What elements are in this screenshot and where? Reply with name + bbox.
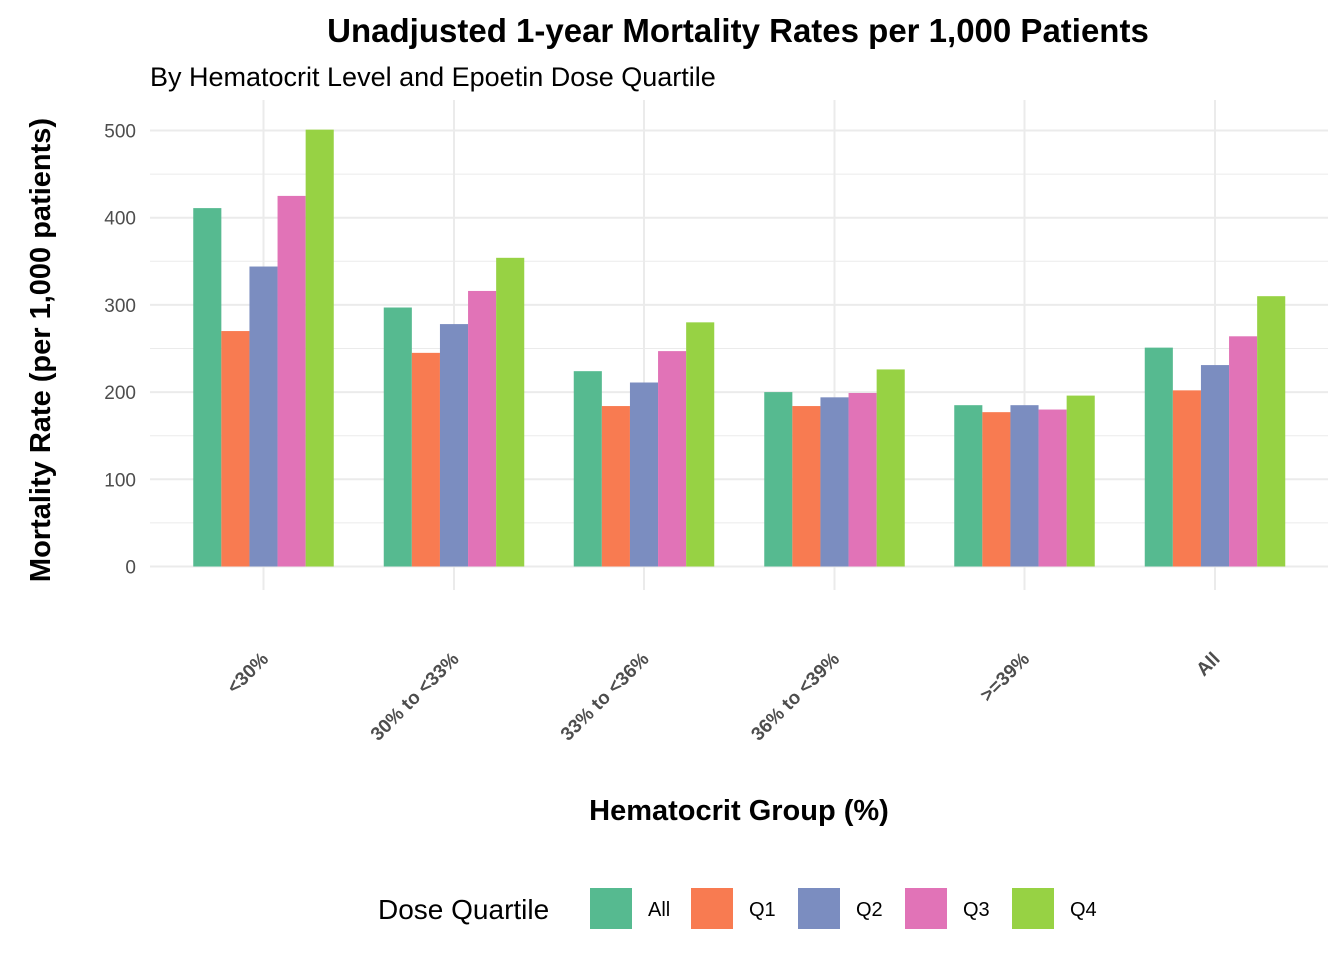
x-axis-ticks: <30% 30% to <33% 33% to <36% 36% to <39% >=3… xyxy=(223,649,1224,746)
y-tick-label: 100 xyxy=(104,470,136,491)
x-tick-label: All xyxy=(1193,649,1225,681)
legend-key-q2 xyxy=(798,888,840,929)
chart-subtitle: By Hematocrit Level and Epoetin Dose Qua… xyxy=(150,62,716,92)
bar-q4 xyxy=(305,129,334,567)
legend-label: All xyxy=(648,899,670,921)
y-tick-label: 400 xyxy=(104,209,136,230)
y-tick-label: 0 xyxy=(125,558,136,579)
y-tick-label: 300 xyxy=(104,296,136,317)
legend-key-all xyxy=(590,888,632,929)
bar-q3 xyxy=(468,290,497,567)
bar-q3 xyxy=(848,392,877,567)
x-tick-label: <30% xyxy=(223,649,273,699)
x-tick-label: 33% to <36% xyxy=(557,649,654,746)
legend-label: Q4 xyxy=(1070,899,1097,921)
bar-all xyxy=(764,392,793,567)
bar-q2 xyxy=(820,397,849,567)
legend-key-q3 xyxy=(905,888,947,929)
bar-q3 xyxy=(658,351,687,567)
bar-q3 xyxy=(1038,409,1067,567)
bar-q1 xyxy=(1172,390,1201,567)
bar-q2 xyxy=(1010,405,1039,567)
bar-q1 xyxy=(982,412,1011,567)
bars xyxy=(193,129,1286,567)
legend: Dose Quartile All Q1 Q2 Q3 Q4 xyxy=(378,888,1097,929)
bar-all xyxy=(954,405,983,567)
bar-q2 xyxy=(629,382,659,567)
y-tick-label: 200 xyxy=(104,383,136,404)
bar-q2 xyxy=(249,266,278,567)
y-axis-title: Mortality Rate (per 1,000 patients) xyxy=(25,118,57,582)
bar-q1 xyxy=(221,331,250,567)
bar-q4 xyxy=(496,257,525,567)
bar-q2 xyxy=(439,324,469,567)
legend-label: Q2 xyxy=(856,899,883,921)
legend-label: Q1 xyxy=(749,899,776,921)
bar-all xyxy=(1144,347,1173,567)
x-tick-label: 30% to <33% xyxy=(367,649,464,746)
bar-all xyxy=(383,307,412,567)
bar-q4 xyxy=(1066,395,1095,567)
x-tick-label: >=39% xyxy=(977,649,1035,707)
x-tick-label: 36% to <39% xyxy=(747,649,844,746)
bar-all xyxy=(573,371,602,567)
x-axis-title: Hematocrit Group (%) xyxy=(589,795,889,827)
bar-q3 xyxy=(1229,336,1258,567)
bar-q4 xyxy=(686,322,715,567)
bar-q1 xyxy=(411,352,440,567)
bar-q4 xyxy=(1257,296,1286,567)
y-tick-label: 500 xyxy=(104,122,136,143)
bar-all xyxy=(193,208,222,567)
legend-key-q1 xyxy=(691,888,733,929)
bar-q2 xyxy=(1200,365,1230,567)
legend-key-q4 xyxy=(1012,888,1054,929)
legend-label: Q3 xyxy=(963,899,990,921)
bar-q1 xyxy=(601,406,630,567)
bar-q3 xyxy=(277,195,306,567)
y-axis-ticks: 0 100 200 300 400 500 xyxy=(104,122,136,579)
chart-title: Unadjusted 1-year Mortality Rates per 1,… xyxy=(327,12,1149,49)
bar-q1 xyxy=(792,406,821,567)
bar-q4 xyxy=(876,369,905,567)
legend-title: Dose Quartile xyxy=(378,894,549,925)
